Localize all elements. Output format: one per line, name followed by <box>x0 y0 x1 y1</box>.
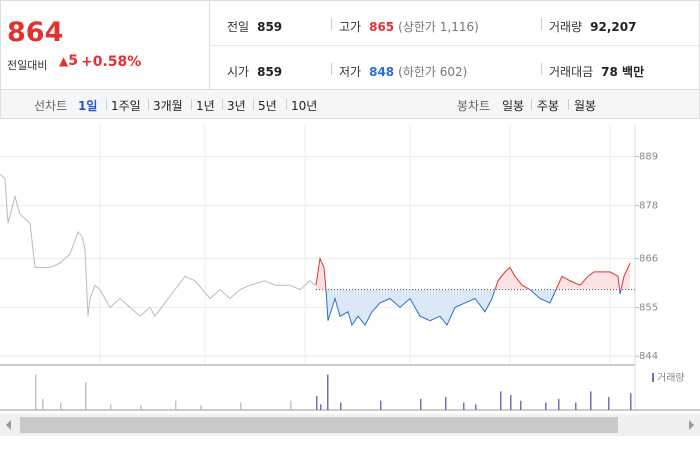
quote-panel: 864 전일대비 ▲5 +0.58% 전일 859 고가 865 (상한가 1,116)… <box>0 0 700 90</box>
stat-value: 78 백만 <box>601 65 645 79</box>
sep <box>541 63 542 75</box>
sep <box>331 18 332 30</box>
price-line <box>0 173 316 318</box>
stat-value: 848 <box>369 65 395 79</box>
volume-bar <box>85 382 87 410</box>
tab[interactable]: 1년 <box>196 99 215 113</box>
change-value: 5 <box>68 53 78 69</box>
area-up <box>316 258 630 290</box>
volume-bar <box>340 402 342 410</box>
change-rate: +0.58% <box>81 54 142 70</box>
stat: 거래량 92,207 <box>549 16 636 35</box>
change: ▲5 <box>59 53 78 69</box>
tab[interactable]: 월봉 <box>574 99 597 113</box>
stat-value: 92,207 <box>590 20 637 34</box>
volume-bar <box>445 396 447 410</box>
volume-bar <box>60 402 62 410</box>
stat-note: (상한가 1,116) <box>398 20 479 34</box>
stat-value: 859 <box>257 65 283 79</box>
tab[interactable]: 3개월 <box>153 99 183 113</box>
change-label: 전일대비 <box>7 59 48 72</box>
volume-bar <box>316 396 318 410</box>
volume-bar <box>290 400 292 410</box>
volume-bar <box>240 402 242 410</box>
tab-label: 선차트 <box>34 99 68 113</box>
tab-bar: 선차트 1일 1주일 3개월 1년 3년 5년 10년 봉차트 일봉 주봉 월봉 <box>0 89 700 119</box>
stat: 고가 865 (상한가 1,116) <box>339 16 479 35</box>
y-tick-label: 878 <box>639 200 658 211</box>
tab[interactable]: 5년 <box>258 99 277 113</box>
volume-bar <box>327 374 329 410</box>
sep <box>331 63 332 75</box>
volume-bar <box>558 398 560 410</box>
stat-value: 865 <box>369 20 395 34</box>
sep <box>541 18 542 30</box>
volume-bar <box>320 404 322 410</box>
tab[interactable]: 주봉 <box>537 99 560 113</box>
volume-bar <box>420 398 422 410</box>
volume-bar <box>200 405 202 410</box>
sep <box>253 99 254 110</box>
scroll-thumb[interactable] <box>20 417 618 433</box>
sep <box>286 99 287 110</box>
volume-bar <box>545 402 547 410</box>
stat-value: 859 <box>257 20 283 34</box>
stat: 시가 859 <box>227 61 282 80</box>
volume-bar <box>475 404 477 410</box>
stat-label: 저가 <box>339 65 362 79</box>
sep <box>106 99 107 110</box>
sep <box>531 99 532 110</box>
volume-bar <box>110 404 112 410</box>
legend-label: 거래량 <box>657 372 685 384</box>
stat: 거래대금 78 백만 <box>549 61 644 80</box>
divider <box>209 45 699 46</box>
stat: 전일 859 <box>227 16 282 35</box>
sep <box>568 99 569 110</box>
stat-label: 전일 <box>227 20 250 34</box>
stat-note: (하한가 602) <box>398 65 468 79</box>
stat-label: 거래대금 <box>549 65 594 79</box>
tab[interactable]: 1주일 <box>111 99 141 113</box>
y-tick-label: 889 <box>639 152 658 163</box>
volume-bar <box>590 391 592 410</box>
volume-bar <box>175 400 177 410</box>
volume-bar <box>500 391 502 410</box>
tab[interactable]: 1일 <box>78 99 98 113</box>
tab[interactable]: 3년 <box>227 99 246 113</box>
volume-bar <box>35 374 37 410</box>
volume-bar <box>520 400 522 410</box>
volume-bar <box>510 395 512 410</box>
volume-bar <box>140 405 142 410</box>
y-tick-label: 866 <box>639 254 658 265</box>
sep <box>191 99 192 110</box>
volume-bar <box>630 393 632 410</box>
volume-bar <box>380 400 382 410</box>
sep <box>148 99 149 110</box>
scroll-right[interactable] <box>689 420 694 430</box>
sep <box>222 99 223 110</box>
stat-label: 고가 <box>339 20 362 34</box>
stat-label: 거래량 <box>549 20 583 34</box>
tab[interactable]: 10년 <box>291 99 318 113</box>
v-grid <box>99 125 611 365</box>
area-down <box>316 289 630 326</box>
price-line-down <box>325 289 622 327</box>
volume-bar <box>463 402 465 410</box>
scroll-left[interactable] <box>6 420 11 430</box>
stat-label: 시가 <box>227 65 250 79</box>
y-tick-label: 844 <box>639 351 658 362</box>
tab-label: 봉차트 <box>457 99 491 113</box>
y-tick-label: 855 <box>639 302 658 313</box>
volume-bar <box>575 402 577 410</box>
volume-bar <box>608 396 610 410</box>
legend-swatch <box>652 373 654 382</box>
price-line-up <box>315 256 631 290</box>
tab[interactable]: 일봉 <box>502 99 525 113</box>
price: 864 <box>7 17 64 48</box>
stat: 저가 848 (하한가 602) <box>339 61 467 80</box>
volume-bar <box>42 398 44 410</box>
scrollbar[interactable] <box>0 414 700 436</box>
